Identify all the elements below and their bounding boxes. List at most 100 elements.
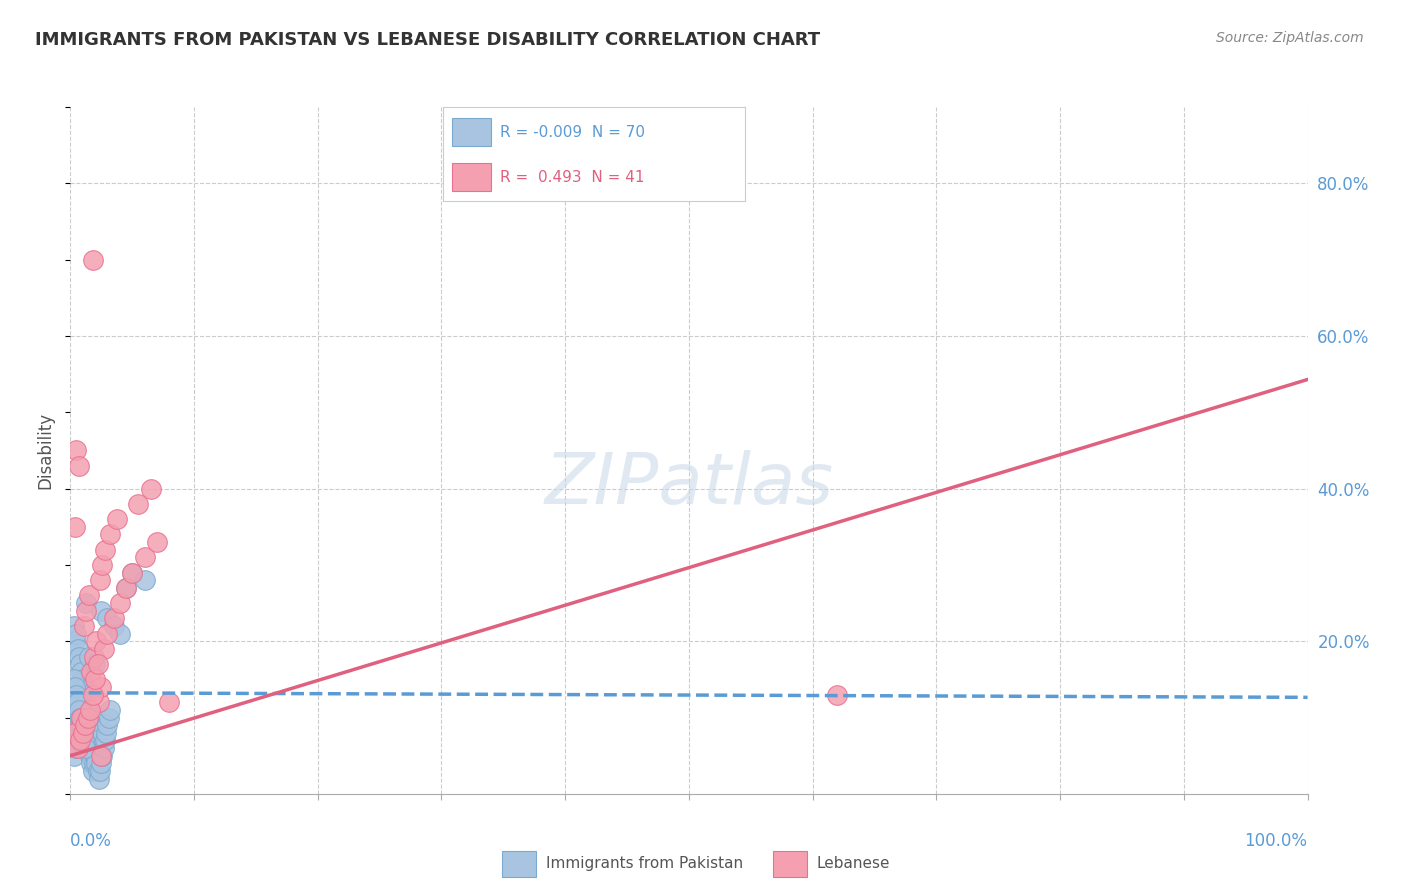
Point xyxy=(134,573,156,587)
Point xyxy=(96,611,118,625)
Point xyxy=(83,741,105,756)
Point xyxy=(63,726,86,740)
Point xyxy=(98,527,121,541)
Point xyxy=(75,718,97,732)
Text: Immigrants from Pakistan: Immigrants from Pakistan xyxy=(546,855,744,871)
Point xyxy=(90,604,112,618)
Bar xyxy=(451,163,491,191)
Point xyxy=(65,741,87,756)
Point xyxy=(139,482,162,496)
Text: 0.0%: 0.0% xyxy=(70,831,112,850)
Point xyxy=(121,566,143,580)
Point xyxy=(91,558,114,572)
Point xyxy=(87,695,110,709)
Point xyxy=(115,581,138,595)
Point xyxy=(84,748,107,763)
Point xyxy=(80,665,103,679)
Point xyxy=(69,710,91,724)
Point xyxy=(79,718,101,732)
Point xyxy=(115,581,138,595)
Bar xyxy=(451,119,491,146)
Point xyxy=(72,726,94,740)
Point xyxy=(105,512,128,526)
Point xyxy=(67,649,90,664)
Point xyxy=(65,726,87,740)
Point xyxy=(77,589,100,603)
Point xyxy=(84,634,107,648)
Point xyxy=(65,680,87,694)
Point xyxy=(96,626,118,640)
Point xyxy=(146,535,169,549)
Bar xyxy=(773,851,807,877)
Point xyxy=(98,703,121,717)
Point xyxy=(82,733,104,747)
Point xyxy=(90,748,112,763)
Point xyxy=(89,573,111,587)
Text: Lebanese: Lebanese xyxy=(817,855,890,871)
Point xyxy=(96,726,118,740)
Point xyxy=(67,703,90,717)
Point xyxy=(87,772,110,786)
Point xyxy=(77,741,100,756)
Point xyxy=(65,626,87,640)
Point xyxy=(73,733,96,747)
Point xyxy=(103,611,125,625)
Text: ZIPatlas: ZIPatlas xyxy=(544,450,834,519)
Point xyxy=(84,756,107,771)
Point xyxy=(79,703,101,717)
Point xyxy=(76,703,98,717)
Point xyxy=(75,596,97,610)
Point xyxy=(80,726,103,740)
Point xyxy=(77,649,100,664)
Point xyxy=(97,710,120,724)
Point xyxy=(76,710,98,724)
Point xyxy=(82,688,104,702)
Point xyxy=(75,741,97,756)
Point xyxy=(134,550,156,565)
Bar xyxy=(502,851,536,877)
Point xyxy=(66,695,89,709)
Point xyxy=(66,741,89,756)
Point xyxy=(108,626,131,640)
Text: 100.0%: 100.0% xyxy=(1244,831,1308,850)
Text: IMMIGRANTS FROM PAKISTAN VS LEBANESE DISABILITY CORRELATION CHART: IMMIGRANTS FROM PAKISTAN VS LEBANESE DIS… xyxy=(35,31,820,49)
Point xyxy=(73,741,96,756)
Point xyxy=(75,695,97,709)
Point xyxy=(72,726,94,740)
Point xyxy=(63,619,86,633)
Point xyxy=(108,596,131,610)
Point xyxy=(73,680,96,694)
Point xyxy=(82,252,104,267)
Point xyxy=(69,657,91,672)
Point xyxy=(75,726,97,740)
Point xyxy=(121,566,143,580)
Point xyxy=(69,710,91,724)
Point xyxy=(76,733,98,747)
Point xyxy=(127,497,149,511)
Point xyxy=(84,657,107,672)
Point xyxy=(66,641,89,656)
Point xyxy=(79,748,101,763)
Y-axis label: Disability: Disability xyxy=(37,412,55,489)
Point xyxy=(70,665,93,679)
Point xyxy=(91,748,114,763)
Point xyxy=(103,619,125,633)
Point xyxy=(93,741,115,756)
Point xyxy=(65,688,87,702)
Point xyxy=(93,641,115,656)
Point xyxy=(75,688,97,702)
Text: Source: ZipAtlas.com: Source: ZipAtlas.com xyxy=(1216,31,1364,45)
Point xyxy=(90,680,112,694)
Point xyxy=(86,764,108,778)
Point xyxy=(63,748,86,763)
Point xyxy=(67,458,90,473)
Point xyxy=(73,619,96,633)
Point xyxy=(83,649,105,664)
Point xyxy=(827,688,849,702)
Point xyxy=(90,756,112,771)
Point xyxy=(84,673,107,687)
Point xyxy=(89,764,111,778)
Point xyxy=(62,680,84,694)
Point xyxy=(77,710,100,724)
Point xyxy=(96,718,118,732)
